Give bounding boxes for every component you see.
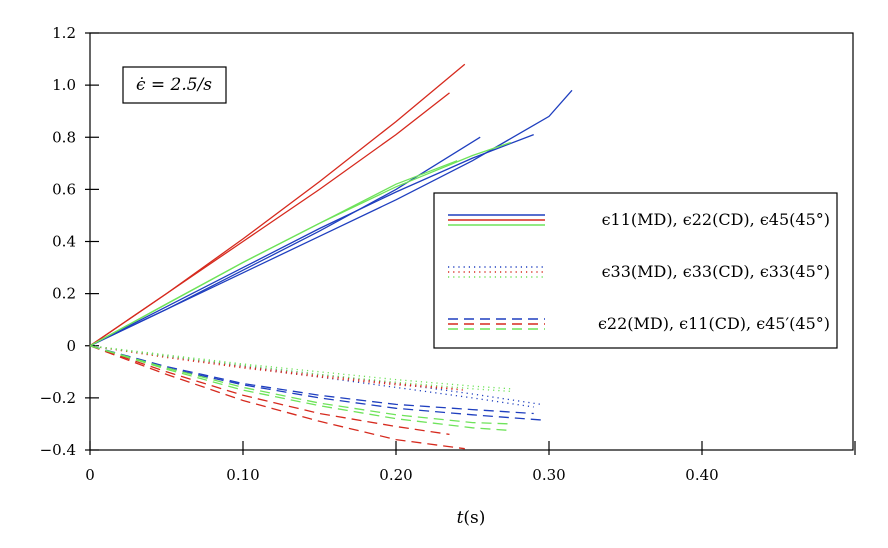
x-tick-label: 0.30 [532, 466, 565, 484]
y-tick-label: 0.2 [52, 285, 76, 303]
x-tick-label: 0.10 [226, 466, 259, 484]
series-dashed-14 [90, 346, 534, 414]
legend-entry-dotted: ϵ33(MD), ϵ33(CD), ϵ33(45°) [602, 262, 830, 281]
series-dashed-17 [90, 346, 511, 431]
series-dashed-16 [90, 346, 450, 435]
strain-rate-annotation: ϵ̇ = 2.5/s [123, 67, 226, 103]
x-axis-label: t(s) [457, 508, 486, 528]
series-dashed-18 [90, 346, 511, 424]
x-tick-label: 0 [85, 466, 95, 484]
y-tick-label: −0.2 [40, 389, 76, 407]
y-tick-label: 0.6 [52, 180, 76, 198]
y-tick-label: 1.0 [52, 76, 76, 94]
legend-entry-dashed: ϵ22(MD), ϵ11(CD), ϵ45′(45°) [598, 314, 830, 333]
y-tick-label: 0 [66, 337, 76, 355]
x-tick-label: 0.40 [685, 466, 718, 484]
y-tick-label: −0.4 [40, 441, 76, 459]
x-tick-label: 0.20 [379, 466, 412, 484]
y-tick-label: 0.8 [52, 128, 76, 146]
y-tick-label: 0.4 [52, 233, 76, 251]
strain-time-chart: −0.4 −0.2 0 0.2 0.4 0.6 0.8 1.0 1.2 0 0.10 0.20 0.30… [0, 0, 888, 548]
annotation-text: ϵ̇ = 2.5/s [136, 75, 212, 95]
legend-entry-solid: ϵ11(MD), ϵ22(CD), ϵ45(45°) [602, 210, 830, 229]
series-solid-3 [90, 64, 465, 346]
x-axis-label-unit: (s) [463, 508, 485, 528]
legend: ϵ11(MD), ϵ22(CD), ϵ45(45°) ϵ33(MD), ϵ33(… [434, 193, 837, 348]
series-dotted-9 [90, 346, 465, 390]
series-dashed-13 [90, 346, 541, 420]
y-tick-label: 1.2 [52, 24, 76, 42]
series-dotted-10 [90, 346, 457, 389]
